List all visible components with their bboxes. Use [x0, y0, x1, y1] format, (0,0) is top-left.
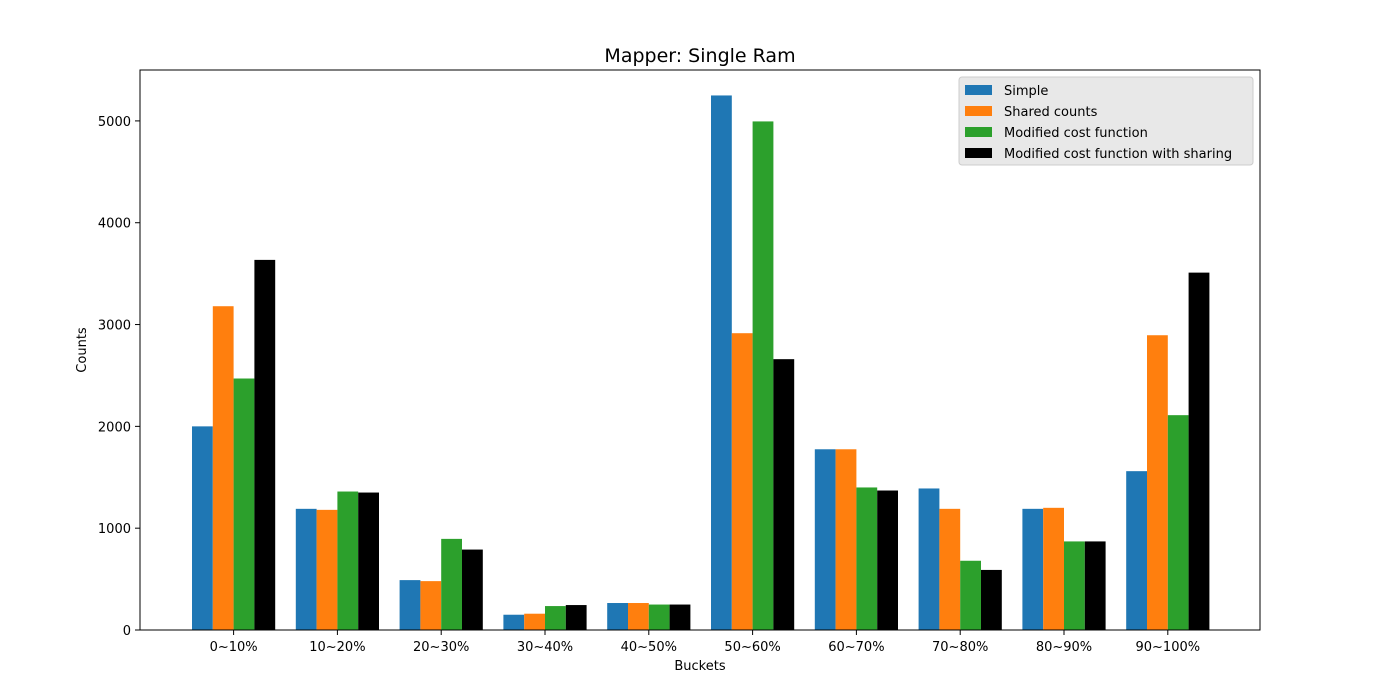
x-tick-label: 90~100% [1135, 640, 1200, 655]
bar-1-5 [607, 603, 628, 630]
legend-swatch-2 [965, 106, 992, 116]
bar-2-7 [835, 449, 857, 630]
legend-swatch-4 [965, 148, 992, 158]
bar-1-4 [503, 614, 525, 630]
y-tick-label: 5000 [98, 115, 131, 130]
bar-3-4 [545, 606, 566, 630]
legend-label-2: Shared counts [1004, 105, 1098, 120]
bar-4-6 [773, 359, 795, 630]
bar-2-9 [1043, 507, 1064, 630]
bar-2-3 [420, 581, 442, 630]
bar-3-7 [856, 487, 878, 630]
bar-1-8 [918, 488, 940, 630]
bar-2-1 [212, 306, 234, 630]
legend-swatch-3 [965, 127, 992, 137]
bar-4-9 [1084, 541, 1106, 630]
y-tick-label: 0 [123, 624, 131, 639]
chart-title: Mapper: Single Ram [604, 45, 795, 67]
bar-4-3 [462, 549, 483, 630]
legend-swatch-1 [965, 85, 992, 95]
bar-3-1 [233, 378, 255, 630]
bar-2-8 [939, 508, 961, 630]
bar-3-2 [337, 491, 359, 630]
y-tick-label: 4000 [98, 217, 131, 232]
bar-1-2 [295, 508, 317, 630]
bar-4-10 [1188, 272, 1210, 630]
bar-3-8 [960, 560, 981, 630]
y-axis-label: Counts [75, 327, 90, 373]
bar-3-10 [1167, 415, 1189, 630]
x-tick-label: 30~40% [517, 640, 573, 655]
x-axis-label: Buckets [674, 659, 725, 674]
bar-2-10 [1147, 335, 1168, 630]
x-axis: 0~10% 10~20% 20~30% 30~40% 40~50% 50~60% 60~70… [210, 630, 1200, 655]
bar-3-9 [1064, 541, 1085, 630]
legend-label-3: Modified cost function [1004, 126, 1148, 141]
bar-4-7 [877, 490, 898, 630]
x-tick-label: 40~50% [621, 640, 677, 655]
bar-3-5 [648, 604, 670, 630]
bar-3-6 [752, 121, 774, 630]
bars-layer [192, 95, 1210, 631]
bar-4-4 [565, 605, 587, 630]
bar-4-5 [669, 604, 691, 630]
bar-2-2 [316, 509, 338, 630]
bar-3-3 [441, 538, 462, 630]
legend: Simple Shared counts Modified cost functio… [958, 76, 1254, 166]
x-tick-label: 10~20% [309, 640, 365, 655]
bar-1-10 [1126, 471, 1147, 630]
bar-2-4 [524, 613, 545, 630]
bar-4-2 [358, 492, 379, 630]
y-tick-label: 3000 [98, 319, 131, 334]
bar-1-6 [711, 95, 732, 631]
x-tick-label: 60~70% [828, 640, 884, 655]
bar-2-6 [731, 333, 753, 630]
legend-label-1: Simple [1004, 84, 1048, 99]
y-tick-label: 2000 [98, 420, 131, 435]
plot-area-frame [139, 69, 1261, 631]
bar-1-9 [1022, 508, 1044, 630]
x-tick-label: 20~30% [413, 640, 469, 655]
x-tick-label: 0~10% [210, 640, 258, 655]
legend-label-4: Modified cost function with sharing [1004, 147, 1232, 162]
bar-1-3 [399, 580, 421, 630]
legend-box [958, 76, 1254, 166]
bar-1-1 [192, 426, 213, 630]
x-tick-label: 80~90% [1036, 640, 1092, 655]
bar-2-5 [628, 603, 649, 630]
bar-1-7 [814, 449, 836, 630]
bar-4-1 [254, 259, 276, 630]
bar-4-8 [981, 569, 1002, 630]
y-tick-label: 1000 [98, 522, 131, 537]
x-tick-label: 50~60% [724, 640, 780, 655]
y-axis: 0 1000 2000 3000 4000 5000 [98, 115, 140, 639]
x-tick-label: 70~80% [932, 640, 988, 655]
